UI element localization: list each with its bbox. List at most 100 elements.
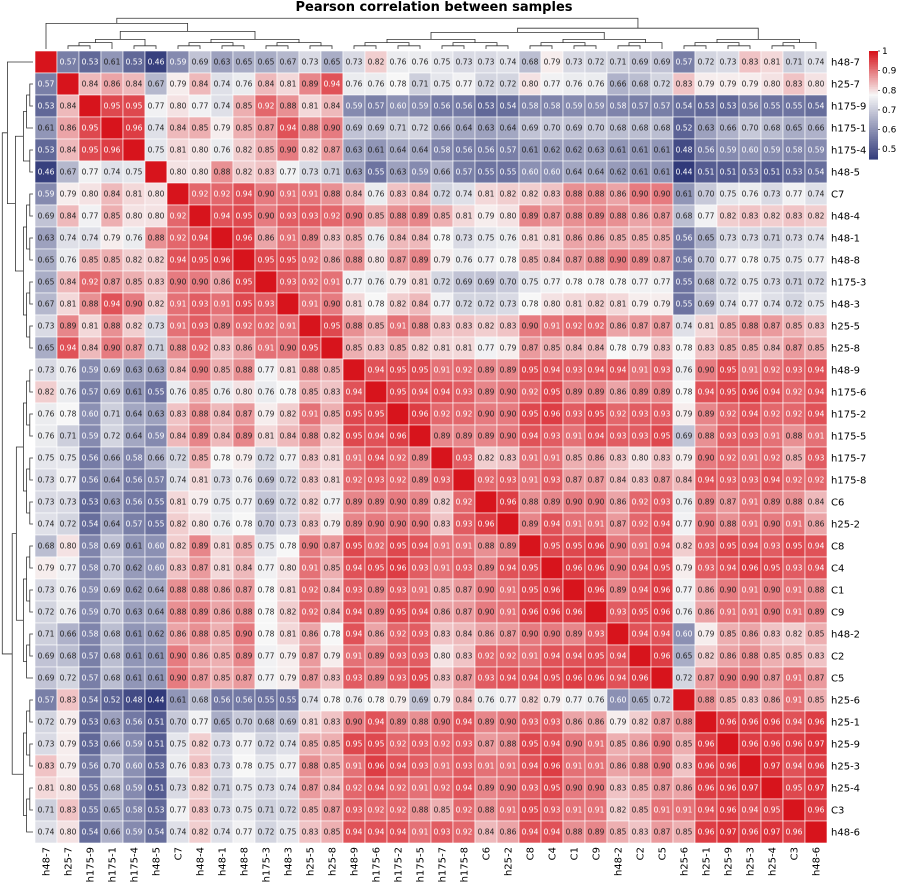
cell-value-label: 0.69 xyxy=(280,718,297,727)
cell-value-label: 0.66 xyxy=(720,124,737,133)
cell-value-label: 0.95 xyxy=(346,410,363,419)
cell-value-label: 0.77 xyxy=(720,256,737,265)
cell-value-label: 0.82 xyxy=(126,256,143,265)
cell-value-label: 0.76 xyxy=(676,608,693,617)
cell-value-label: 0.92 xyxy=(434,784,451,793)
cell-value-label: 0.95 xyxy=(258,256,275,265)
cell-value-label: 0.90 xyxy=(368,520,385,529)
row-label: h175-9 xyxy=(831,102,866,113)
cell-value-label: 0.80 xyxy=(500,212,517,221)
column-label: C7 xyxy=(174,847,185,860)
cell-value-label: 0.79 xyxy=(60,190,77,199)
cell-value-label: 0.53 xyxy=(698,102,715,111)
cell-value-label: 0.60 xyxy=(544,168,561,177)
dendrogram-branch xyxy=(562,39,646,43)
cell-value-label: 0.81 xyxy=(302,102,319,111)
cell-value-label: 0.88 xyxy=(522,498,539,507)
cell-value-label: 0.94 xyxy=(368,454,385,463)
cell-value-label: 0.72 xyxy=(280,476,297,485)
cell-value-label: 0.95 xyxy=(390,366,407,375)
cell-value-label: 0.61 xyxy=(148,674,165,683)
cell-value-label: 0.93 xyxy=(632,432,649,441)
cell-value-label: 0.90 xyxy=(500,388,517,397)
cell-value-label: 0.81 xyxy=(280,630,297,639)
cell-value-label: 0.83 xyxy=(742,696,759,705)
column-label: C6 xyxy=(482,847,493,860)
cell-value-label: 0.73 xyxy=(786,234,803,243)
cell-value-label: 0.70 xyxy=(258,520,275,529)
cell-value-label: 0.96 xyxy=(698,828,715,837)
cell-value-label: 0.80 xyxy=(60,784,77,793)
cell-value-label: 0.81 xyxy=(610,300,627,309)
column-label: h48-1 xyxy=(218,847,229,876)
dendrogram-branch xyxy=(29,149,33,173)
dendrogram-branch xyxy=(67,45,91,49)
cell-value-label: 0.91 xyxy=(324,278,341,287)
dendrogram-branch xyxy=(26,204,30,250)
cell-value-label: 0.88 xyxy=(236,366,253,375)
cell-value-label: 0.89 xyxy=(522,520,539,529)
cell-value-label: 0.96 xyxy=(742,718,759,727)
cell-value-label: 0.75 xyxy=(764,256,781,265)
cell-value-label: 0.84 xyxy=(456,630,473,639)
cell-value-label: 0.88 xyxy=(302,432,319,441)
cell-value-label: 0.91 xyxy=(522,454,539,463)
cell-value-label: 0.93 xyxy=(632,410,649,419)
cell-value-label: 0.77 xyxy=(654,278,671,287)
cell-value-label: 0.96 xyxy=(588,564,605,573)
cell-value-label: 0.65 xyxy=(632,696,649,705)
cell-value-label: 0.89 xyxy=(478,366,495,375)
dendrogram-branch xyxy=(540,42,586,46)
cell-value-label: 0.91 xyxy=(478,762,495,771)
cell-value-label: 0.63 xyxy=(126,608,143,617)
cell-value-label: 0.78 xyxy=(742,256,759,265)
row-label: h175-3 xyxy=(831,278,866,289)
cell-value-label: 0.82 xyxy=(236,146,253,155)
cell-value-label: 0.93 xyxy=(544,432,561,441)
cell-value-label: 0.83 xyxy=(60,806,77,815)
cell-value-label: 0.81 xyxy=(170,498,187,507)
column-label: h25-2 xyxy=(504,847,515,876)
cell-value-label: 0.96 xyxy=(808,762,825,771)
cell-value-label: 0.85 xyxy=(434,212,451,221)
cell-value-label: 0.59 xyxy=(720,146,737,155)
column-label: C1 xyxy=(570,847,581,860)
cell-value-label: 0.73 xyxy=(742,234,759,243)
cell-value-label: 0.95 xyxy=(522,564,539,573)
cell-value-label: 0.88 xyxy=(104,322,121,331)
cell-value-label: 0.73 xyxy=(214,762,231,771)
cell-value-label: 0.74 xyxy=(148,124,165,133)
cell-value-label: 0.88 xyxy=(786,432,803,441)
cell-value-label: 0.76 xyxy=(258,388,275,397)
cell-value-label: 0.68 xyxy=(104,784,121,793)
cell-value-label: 0.94 xyxy=(544,740,561,749)
cell-value-label: 0.90 xyxy=(324,124,341,133)
cell-value-label: 0.91 xyxy=(676,806,693,815)
cell-value-label: 0.90 xyxy=(764,608,781,617)
cell-value-label: 0.57 xyxy=(148,476,165,485)
cell-value-label: 0.85 xyxy=(368,322,385,331)
cell-value-label: 0.74 xyxy=(280,784,297,793)
cell-value-label: 0.88 xyxy=(698,432,715,441)
row-label: h48-1 xyxy=(831,234,860,245)
cell-value-label: 0.95 xyxy=(522,740,539,749)
cell-value-label: 0.91 xyxy=(588,740,605,749)
cell-value-label: 0.94 xyxy=(566,652,583,661)
cell-value-label: 0.95 xyxy=(720,542,737,551)
cell-value-label: 0.53 xyxy=(38,146,55,155)
dendrogram-branch xyxy=(628,42,663,49)
cell-value-label: 0.84 xyxy=(478,828,495,837)
cell-value-label: 0.92 xyxy=(632,520,649,529)
cell-value-label: 0.91 xyxy=(544,454,561,463)
cell-value-label: 0.57 xyxy=(82,388,99,397)
cell-value-label: 0.71 xyxy=(786,278,803,287)
column-labels: h48-7 h25-7 h175-9 h175-1 h175-4 h48-5 C7 h48-4… xyxy=(42,847,823,882)
cell-value-label: 0.92 xyxy=(390,740,407,749)
cell-value-label: 0.91 xyxy=(566,520,583,529)
cell-value-label: 0.89 xyxy=(566,388,583,397)
column-label: h25-7 xyxy=(64,847,75,876)
cell-value-label: 0.56 xyxy=(126,476,143,485)
cell-value-label: 0.83 xyxy=(192,762,209,771)
row-label: C3 xyxy=(831,806,844,817)
cell-value-label: 0.90 xyxy=(258,212,275,221)
